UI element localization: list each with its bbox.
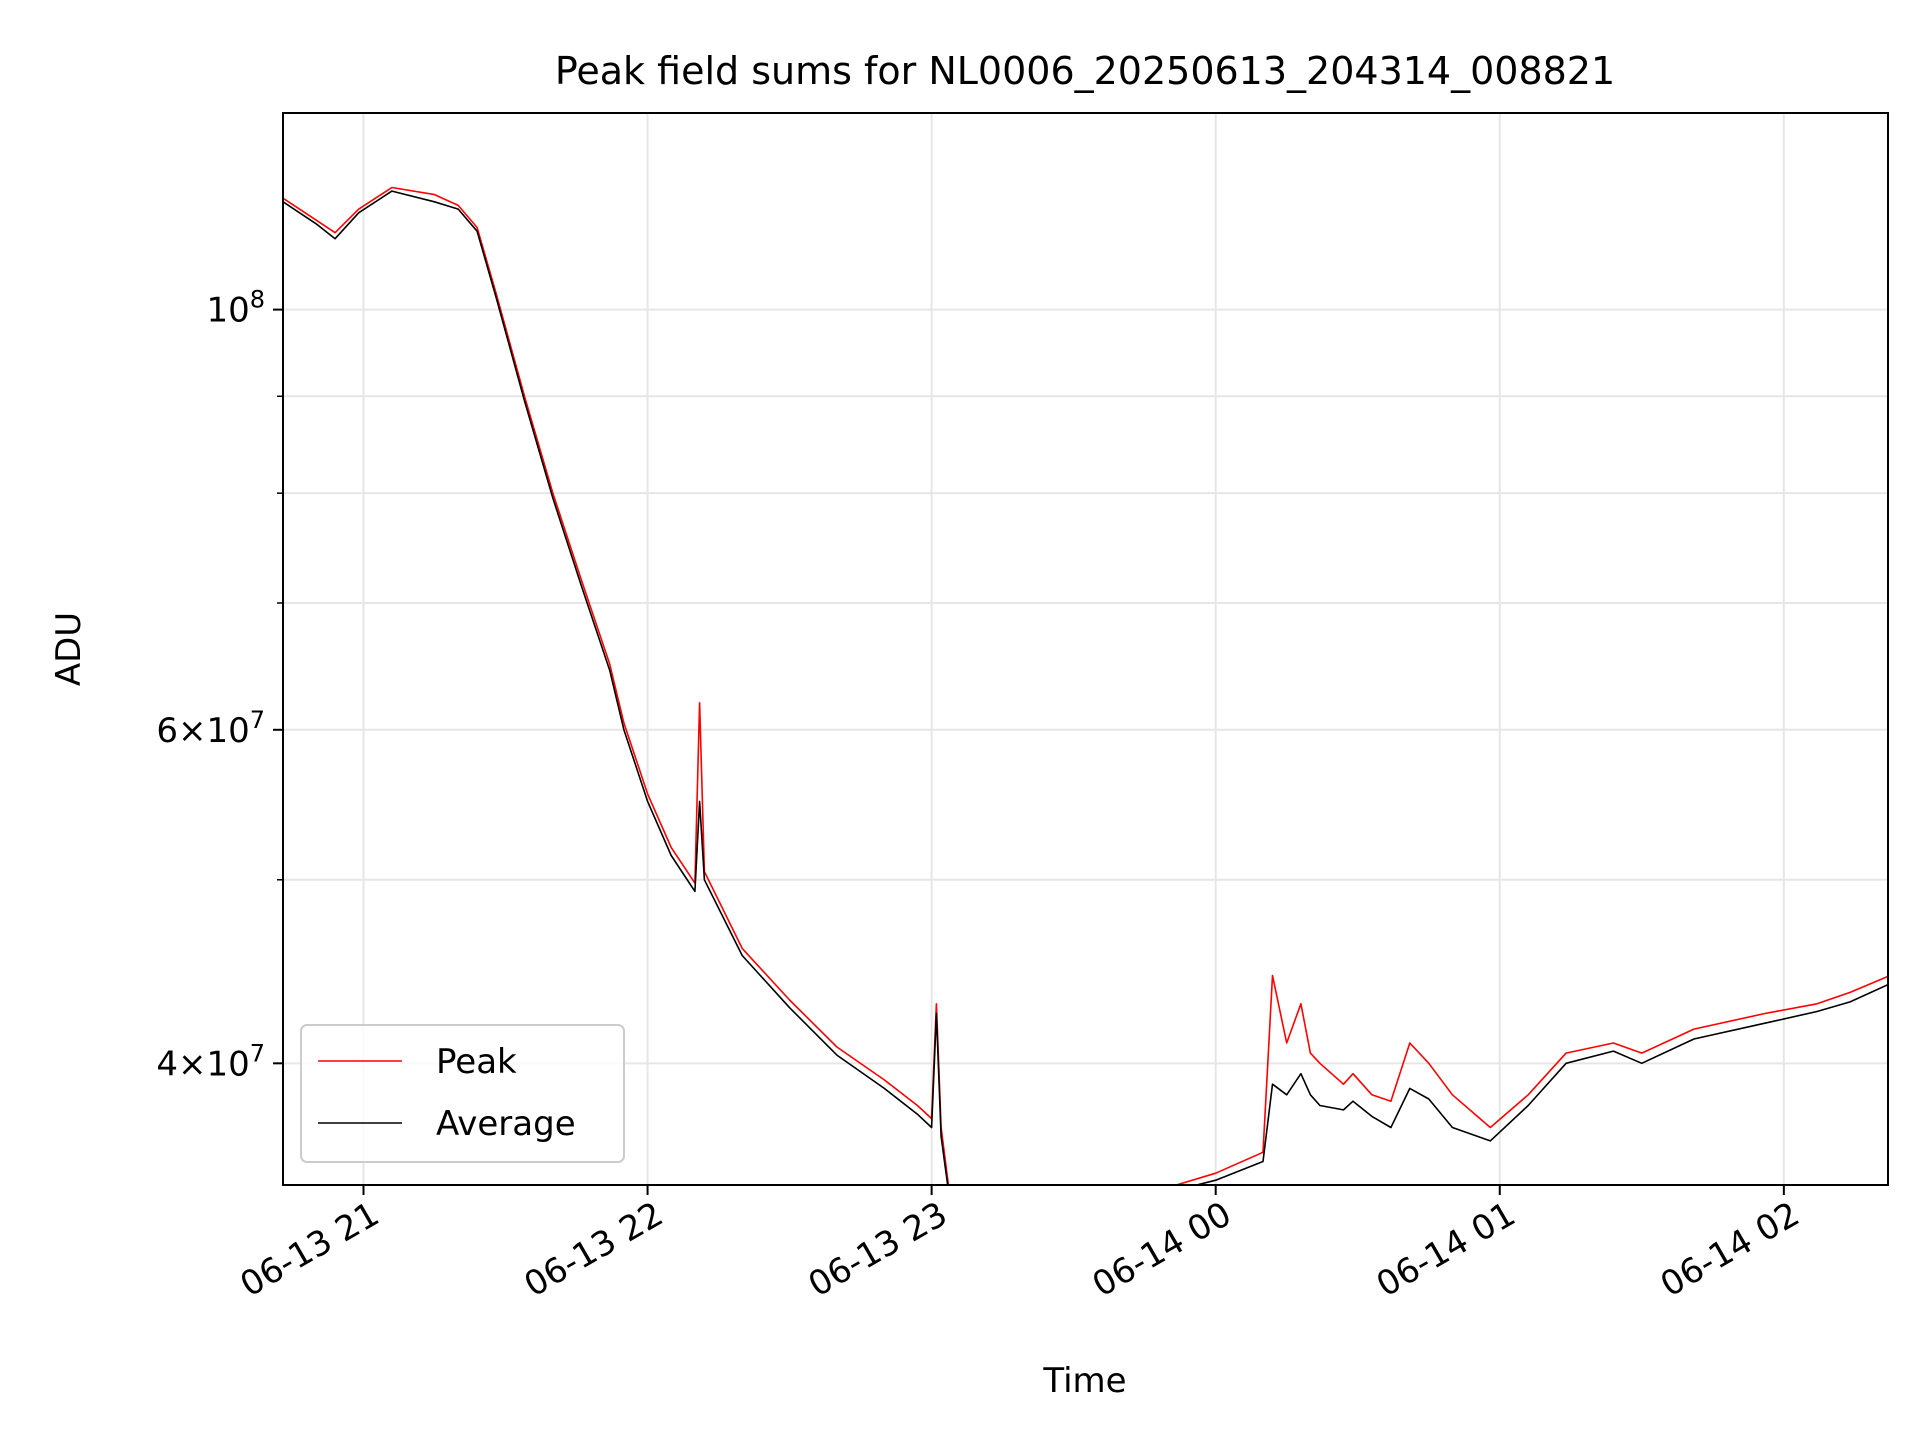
legend-box [300,1024,625,1163]
legend: Peak Average [300,1024,625,1163]
series-layer [283,186,1888,1185]
y-tick-label: 6×107 [156,706,265,751]
legend-label-average: Average [436,1104,576,1144]
series-line-average [283,190,1888,1185]
plot-frame [282,112,1889,1186]
legend-label-peak: Peak [436,1042,517,1082]
chart-title: Peak field sums for NL0006_20250613_2043… [555,49,1615,93]
x-axis-label: Time [1042,1361,1126,1401]
y-tick-label: 4×107 [156,1039,265,1084]
series-line-peak [283,186,1888,1185]
y-tick-label: 108 [206,286,265,331]
y-axis-label: ADU [49,612,89,686]
